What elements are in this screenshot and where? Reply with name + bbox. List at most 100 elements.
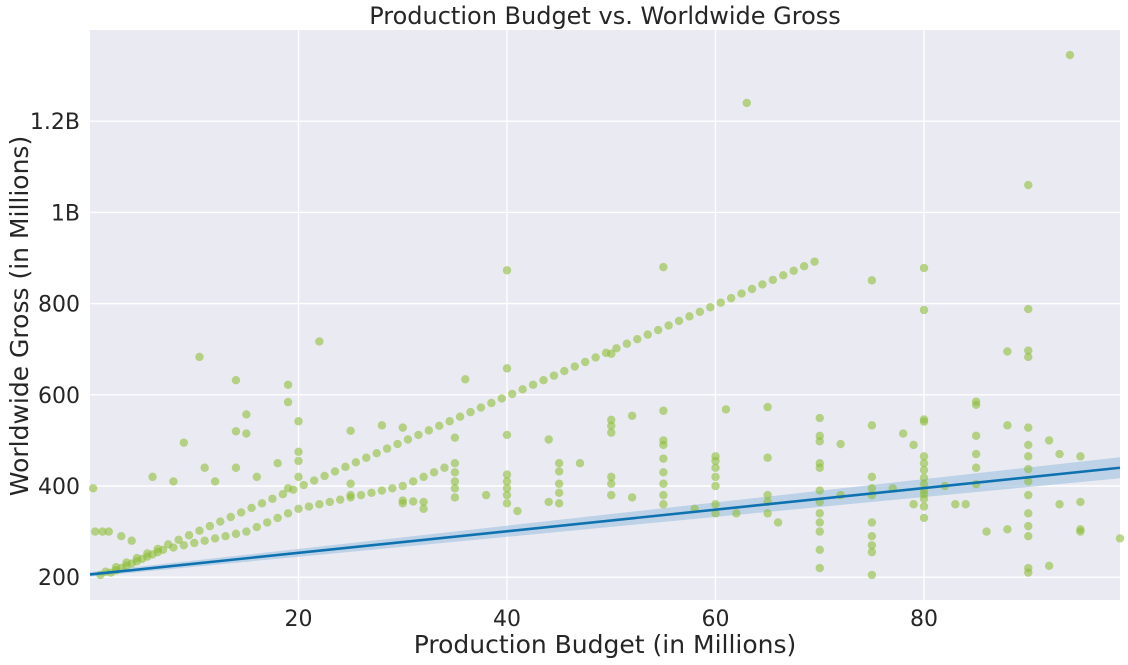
data-point (304, 502, 314, 511)
data-point (554, 467, 564, 476)
data-point (403, 435, 413, 444)
data-point (867, 531, 877, 541)
data-point (779, 271, 788, 280)
data-point (1024, 180, 1033, 190)
data-point (575, 459, 585, 468)
data-point (747, 284, 757, 294)
data-point (1076, 452, 1085, 461)
data-point (919, 263, 929, 273)
data-point (758, 280, 767, 289)
data-point (1024, 440, 1033, 450)
data-point (169, 477, 178, 486)
data-point (1024, 521, 1033, 531)
y-tick-label: 800 (38, 293, 80, 318)
data-point (294, 417, 303, 426)
data-point (659, 500, 668, 509)
data-point (148, 472, 157, 482)
data-point (815, 437, 824, 446)
y-axis-label: Worldwide Gross (in Millions) (5, 136, 34, 496)
data-point (1003, 525, 1012, 534)
data-point (236, 508, 246, 517)
data-point (659, 262, 668, 272)
data-point (607, 428, 616, 437)
data-point (1024, 477, 1033, 486)
data-point (867, 518, 877, 527)
data-point (971, 400, 981, 410)
data-point (200, 463, 209, 472)
data-point (450, 493, 460, 502)
data-point (971, 431, 981, 441)
data-point (268, 494, 277, 503)
data-point (711, 481, 720, 491)
data-point (627, 493, 637, 502)
data-point (898, 429, 908, 438)
x-tick-label: 20 (285, 607, 313, 632)
data-points (88, 50, 1125, 580)
data-point (554, 499, 564, 508)
data-point (231, 463, 241, 472)
y-tick-label: 1.2B (30, 110, 80, 135)
data-point (627, 411, 637, 420)
data-point (1076, 497, 1085, 507)
x-tick-label: 40 (493, 607, 521, 632)
data-point (216, 517, 225, 526)
data-point (419, 472, 428, 482)
data-point (294, 504, 303, 513)
data-point (763, 402, 772, 412)
data-point (971, 463, 981, 472)
data-point (377, 486, 387, 495)
data-point (919, 465, 929, 475)
data-point (393, 439, 402, 449)
data-point (221, 531, 230, 541)
data-point (711, 509, 720, 518)
data-point (1024, 531, 1033, 541)
data-point (153, 544, 162, 554)
data-point (633, 334, 642, 344)
data-point (1024, 452, 1033, 461)
data-point (815, 527, 824, 536)
data-point (132, 553, 142, 563)
data-point (440, 463, 449, 472)
data-point (502, 364, 512, 373)
data-point (815, 518, 824, 527)
y-tick-label: 400 (38, 475, 80, 500)
data-point (1055, 500, 1064, 509)
data-point (721, 405, 731, 414)
data-point (773, 518, 783, 527)
data-point (612, 344, 621, 353)
data-point (502, 490, 512, 500)
data-point (789, 266, 798, 275)
data-point (919, 452, 929, 461)
data-point (231, 427, 241, 436)
data-point (362, 453, 371, 462)
x-axis-label: Production Budget (in Millions) (414, 630, 797, 659)
data-point (497, 394, 506, 403)
data-point (815, 563, 824, 573)
data-point (1024, 490, 1033, 500)
grid-lines (90, 30, 1120, 600)
data-point (502, 477, 512, 486)
data-point (763, 509, 772, 518)
data-point (539, 376, 548, 385)
data-point (502, 470, 512, 479)
data-point (294, 456, 303, 466)
data-point (299, 480, 308, 490)
data-point (419, 504, 428, 513)
data-point (450, 468, 460, 477)
data-point (659, 440, 668, 450)
data-point (867, 547, 877, 557)
data-point (450, 459, 460, 468)
data-point (695, 307, 705, 317)
data-point (122, 558, 131, 567)
data-point (982, 527, 991, 536)
data-point (476, 403, 486, 412)
data-point (763, 453, 772, 462)
data-point (909, 500, 918, 509)
data-point (143, 549, 152, 558)
data-point (247, 503, 256, 513)
data-point (607, 421, 616, 431)
data-point (1024, 304, 1033, 314)
data-point (294, 447, 303, 456)
